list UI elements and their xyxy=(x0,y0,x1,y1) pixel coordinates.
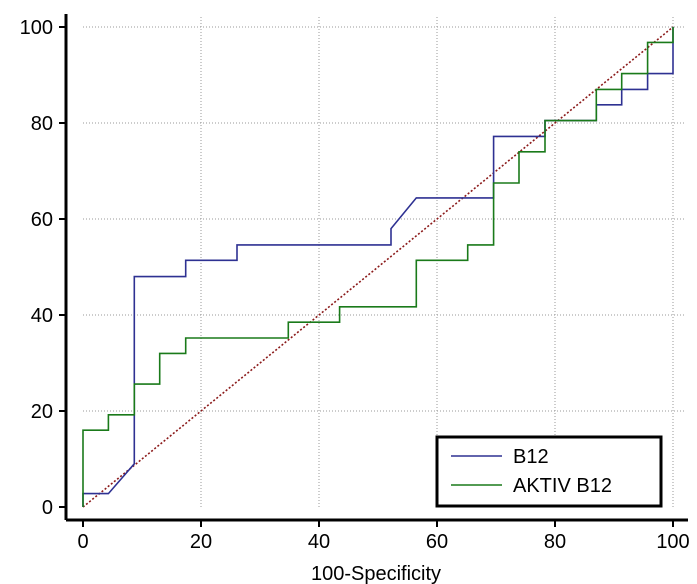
series-layer xyxy=(82,27,674,507)
x-tick-label: 60 xyxy=(426,531,448,553)
x-tick-label: 0 xyxy=(77,531,88,553)
x-axis-title: 100-Specificity xyxy=(311,563,441,584)
y-tick-label: 80 xyxy=(31,113,53,135)
axes xyxy=(64,14,688,522)
y-tick-label: 40 xyxy=(31,305,53,327)
x-tick-label: 80 xyxy=(544,531,566,553)
legend-label-1: AKTIV B12 xyxy=(513,475,612,497)
y-tick-label: 0 xyxy=(42,497,53,519)
y-tick-label: 20 xyxy=(31,401,53,423)
legend: B12 AKTIV B12 xyxy=(435,435,663,508)
grid xyxy=(83,17,685,507)
legend-box xyxy=(435,435,663,508)
legend-label-0: B12 xyxy=(513,446,549,468)
x-tick-label: 40 xyxy=(308,531,330,553)
series-line-0 xyxy=(82,27,674,507)
x-tick-label: 100 xyxy=(656,531,689,553)
reference-diagonal xyxy=(82,26,674,508)
series-line-1 xyxy=(82,27,674,507)
y-tick-label: 60 xyxy=(31,209,53,231)
y-tick-label: 100 xyxy=(20,17,53,39)
reference-line-layer xyxy=(82,26,674,508)
x-tick-label: 20 xyxy=(190,531,212,553)
tick-labels: 0 20 40 60 80 100 0 20 40 60 80 100 xyxy=(20,17,690,553)
